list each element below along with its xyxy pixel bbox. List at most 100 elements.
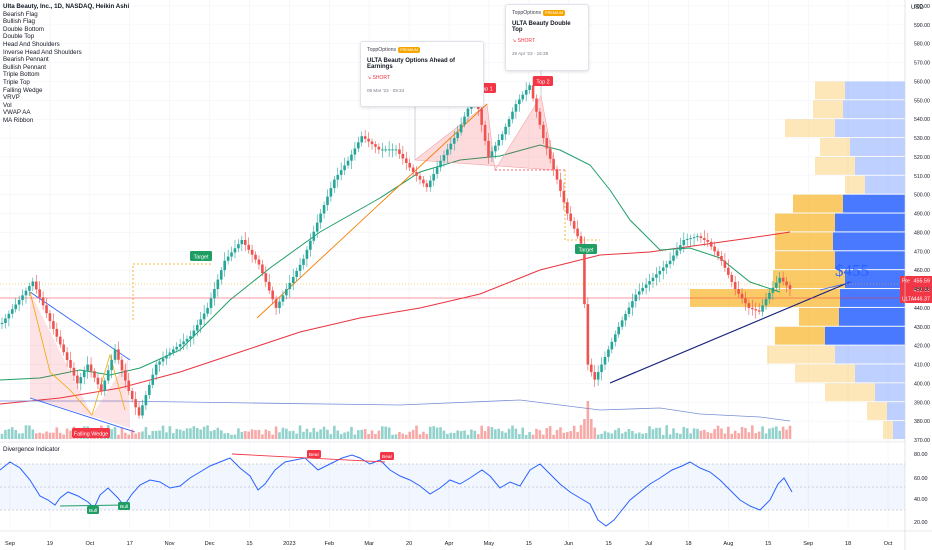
indicator-item[interactable]: Falling Wedge — [3, 86, 43, 94]
price-axis-tick: 450.00 — [914, 287, 930, 293]
volume-bar — [141, 431, 144, 439]
candle-body — [545, 138, 549, 149]
wedge-lower-line — [29, 397, 136, 433]
volume-bar — [172, 433, 175, 439]
div-tick-60: 60.00 — [914, 476, 928, 482]
indicator-item[interactable]: Vol — [3, 101, 12, 109]
divergence-pane: Bear Bear Bull Bull 80.00 60.00 40.00 20… — [0, 441, 928, 527]
time-axis-tick: 20 — [406, 541, 412, 547]
idea-1-date: 09 Mar '23 · 09:34 — [367, 88, 405, 93]
volume-bar — [535, 428, 538, 439]
volume-bar — [617, 428, 620, 439]
volume-bar — [497, 428, 501, 439]
idea-1-brand: ToppOptions PREMIUM — [367, 47, 421, 53]
candles — [0, 76, 792, 419]
vp-down-row — [820, 138, 850, 156]
volume-bar — [230, 434, 233, 439]
candle-body — [62, 344, 65, 353]
candle-body — [363, 136, 367, 139]
price-axis-tick: 480.00 — [914, 230, 930, 236]
indicator-item[interactable]: Bearish Pennant — [3, 56, 49, 64]
volume-bar — [233, 434, 237, 439]
candle-body — [243, 239, 247, 245]
candle-body — [315, 222, 319, 232]
candle-body — [747, 303, 751, 308]
candle-body — [514, 104, 518, 112]
volume-bar — [600, 433, 603, 439]
vp-down-row — [845, 175, 865, 194]
time-axis-tick: Oct — [884, 541, 893, 547]
candle-body — [703, 238, 706, 240]
volume-bar — [312, 427, 316, 439]
indicator-item[interactable]: VRVP — [3, 94, 20, 102]
candle-body — [261, 264, 264, 274]
indicator-item[interactable]: Double Top — [3, 33, 35, 41]
candle-body — [82, 370, 86, 378]
candle-body — [387, 149, 391, 151]
indicator-item[interactable]: Inverse Head And Shoulders — [3, 48, 82, 56]
indicator-item[interactable]: Triple Top — [3, 78, 30, 86]
candle-body — [206, 307, 209, 314]
volume-bar — [703, 429, 706, 439]
indicator-item[interactable]: Bearish Flag — [3, 10, 38, 18]
vp-up-row — [835, 345, 905, 364]
candle-body — [706, 239, 710, 242]
idea-card-2[interactable]: ToppOptions PREMIUM ULTA Beauty Double To… — [505, 4, 589, 71]
pattern-labels: Top 1 Top 2 Falling Wedge Target Target … — [72, 76, 869, 438]
time-axis-tick: 15 — [246, 541, 252, 547]
candle-body — [360, 136, 364, 143]
indicator-item[interactable]: VWAP AA — [3, 109, 31, 117]
candle-body — [483, 124, 487, 141]
candle-body — [709, 241, 713, 247]
indicator-item[interactable]: Double Bottom — [3, 25, 44, 33]
volume-bar — [182, 430, 185, 439]
uptrend-line-2 — [609, 281, 851, 384]
volume-bar — [764, 433, 768, 439]
divergence-title: Divergence Indicator — [3, 446, 60, 453]
candle-body — [720, 256, 723, 261]
volume-bar — [562, 432, 566, 439]
volume-bar — [295, 433, 298, 439]
volume-bar — [637, 432, 641, 439]
indicator-item[interactable]: Head And Shoulders — [3, 40, 60, 48]
target1-label-box — [190, 251, 212, 261]
time-axis-tick: Oct — [85, 541, 94, 547]
indicator-item[interactable]: Bullish Pennant — [3, 63, 46, 71]
candle-body — [103, 380, 107, 391]
vp-down-row — [815, 81, 845, 100]
div-tick-20: 20.00 — [914, 520, 928, 526]
volume-bar — [137, 432, 141, 439]
indicator-item[interactable]: MA Ribbon — [3, 116, 34, 124]
candle-body — [490, 151, 494, 157]
tag-pre-label: Pre — [902, 279, 910, 285]
volume-bar — [4, 429, 7, 439]
indicator-item[interactable]: Bullish Flag — [3, 18, 35, 26]
volume-bar — [62, 434, 65, 439]
volume-bar — [589, 419, 593, 439]
volume-bar — [452, 432, 456, 439]
candle-body — [100, 384, 103, 391]
price-axis-tick: 520.00 — [914, 155, 930, 161]
indicator-item[interactable]: Triple Bottom — [3, 71, 40, 79]
candle-body — [124, 370, 127, 381]
bear2-label-box — [380, 452, 394, 460]
volume-bar — [422, 431, 425, 439]
candle-body — [329, 188, 333, 197]
vp-up-row — [835, 119, 905, 138]
price-axis-tick: 570.00 — [914, 61, 930, 67]
volume-bar — [415, 425, 418, 439]
candle-body — [233, 248, 237, 253]
candle-body — [58, 336, 62, 345]
candle-body — [593, 372, 597, 380]
price-axis-tick: 590.00 — [914, 23, 930, 29]
price-axis-tick: 500.00 — [914, 193, 930, 199]
volume-bar — [781, 426, 785, 439]
candle-body — [288, 283, 292, 290]
price-axis-tick: 390.00 — [914, 400, 930, 406]
idea-card-1[interactable]: ToppOptions PREMIUM ULTA Beauty Options A… — [360, 41, 484, 107]
candle-body — [696, 236, 699, 238]
falling-wedge-label: Falling Wedge — [74, 432, 108, 438]
time-axis-tick: 15 — [765, 541, 771, 547]
